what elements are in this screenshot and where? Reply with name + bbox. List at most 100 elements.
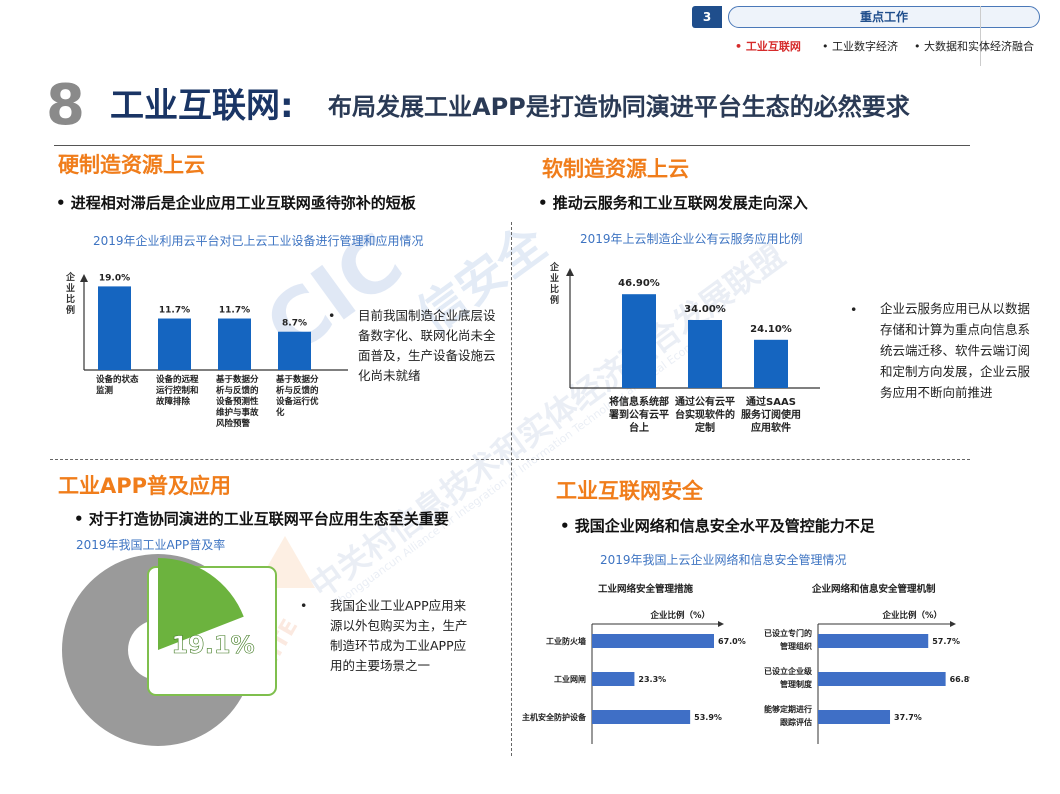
bar bbox=[818, 710, 891, 724]
chart-caption-security: 2019年我国上云企业网络和信息安全管理情况 bbox=[600, 553, 847, 567]
y-tick-label: 已设立企业级 bbox=[764, 666, 813, 676]
quadrant-bullet-hardware-cloud: • 进程相对滞后是企业应用工业互联网亟待弥补的短板 bbox=[56, 194, 416, 212]
y-tick-label: 管理制度 bbox=[780, 679, 813, 689]
pie-slice-app bbox=[158, 558, 244, 650]
bar-value-label: 34.00% bbox=[684, 304, 726, 315]
desc-software-cloud: 企业云服务应用已从以数据存储和计算为重点向信息系统云端迁移、软件云端订阅和定制方… bbox=[880, 301, 1031, 400]
x-tick-label: 故障排除 bbox=[156, 396, 191, 407]
desc-bullet-marker: • bbox=[300, 598, 308, 613]
subnav-item-digital-economy[interactable]: • 工业数字经济 bbox=[822, 40, 898, 53]
page-number-badge: 3 bbox=[692, 6, 722, 28]
quadrant-title-software-cloud: 软制造资源上云 bbox=[542, 157, 689, 181]
header-rule bbox=[54, 145, 970, 146]
quadrant-title-hardware-cloud: 硬制造资源上云 bbox=[58, 153, 205, 177]
quadrant-bullet-internet-security: • 我国企业网络和信息安全水平及管控能力不足 bbox=[560, 517, 875, 535]
bar-value-label: 66.8% bbox=[950, 675, 970, 684]
x-tick-label: 通过SAAS bbox=[746, 395, 796, 408]
quadrant-bullet-software-cloud: • 推动云服务和工业互联网发展走向深入 bbox=[538, 194, 808, 212]
y-tick-label: 工业防火墙 bbox=[546, 636, 586, 646]
y-tick-label: 管理组织 bbox=[780, 641, 812, 651]
x-tick-label: 化 bbox=[276, 407, 285, 418]
y-axis-label: 企 bbox=[549, 261, 560, 273]
quadrant-title-internet-security: 工业互联网安全 bbox=[556, 479, 703, 503]
y-axis-arrow bbox=[80, 274, 88, 282]
x-tick-label: 析与反馈的 bbox=[216, 385, 259, 396]
bar-value-label: 11.7% bbox=[219, 306, 250, 316]
chart-app-penetration: 19.1% bbox=[61, 554, 277, 746]
y-axis-label: 例 bbox=[66, 304, 75, 316]
chart-caption-equipment-cloud: 2019年企业利用云平台对已上云工业设备进行管理和应用情况 bbox=[93, 234, 424, 248]
bar bbox=[592, 672, 635, 686]
bar bbox=[818, 672, 946, 686]
x-tick-label: 维护与事故 bbox=[216, 407, 259, 418]
bar bbox=[98, 286, 131, 370]
x-tick-label: 基于数据分 bbox=[275, 374, 319, 385]
x-axis-label: 企业比例（%） bbox=[649, 610, 710, 621]
bar bbox=[158, 318, 191, 370]
section-title: 重点工作 bbox=[728, 6, 1040, 28]
top-divider bbox=[980, 6, 981, 66]
bar-value-label: 11.7% bbox=[159, 306, 190, 316]
y-axis-label: 比 bbox=[550, 283, 559, 295]
desc-hardware-cloud: 目前我国制造企业底层设备数字化、联网化尚未全面普及，生产设备设施云化尚未就绪 bbox=[358, 308, 496, 383]
y-tick-label: 能够定期进行 bbox=[764, 704, 812, 714]
bar bbox=[818, 634, 929, 648]
y-tick-label: 主机安全防护设备 bbox=[522, 712, 587, 722]
vertical-divider bbox=[511, 222, 512, 756]
slide-number: 8 bbox=[46, 73, 85, 138]
bar-value-label: 8.7% bbox=[282, 319, 307, 329]
y-axis-label: 例 bbox=[550, 294, 559, 306]
x-tick-label: 将信息系统部 bbox=[609, 395, 669, 408]
slide-title: 工业互联网: bbox=[110, 86, 294, 126]
x-axis-label: 企业比例（%） bbox=[881, 610, 942, 621]
desc-bullet-marker: • bbox=[328, 308, 336, 323]
x-tick-label: 监测 bbox=[96, 385, 114, 396]
x-tick-label: 通过公有云平 bbox=[675, 395, 735, 408]
bar bbox=[622, 294, 656, 388]
bar bbox=[592, 634, 714, 648]
x-tick-label: 运行控制和 bbox=[156, 385, 199, 396]
y-axis-label: 比 bbox=[66, 293, 75, 305]
y-tick-label: 跟踪评估 bbox=[780, 717, 812, 727]
y-tick-label: 工业网闸 bbox=[554, 674, 586, 684]
chart-caption-app-penetration: 2019年我国工业APP普及率 bbox=[76, 538, 226, 552]
y-axis-label: 企 bbox=[65, 271, 76, 283]
bar-value-label: 46.90% bbox=[618, 278, 660, 289]
x-tick-label: 设备运行优 bbox=[276, 396, 319, 407]
x-tick-label: 服务订阅使用 bbox=[741, 408, 801, 421]
x-tick-label: 署到公有云平 bbox=[608, 408, 669, 421]
bar-value-label: 53.9% bbox=[694, 713, 722, 722]
x-tick-label: 析与反馈的 bbox=[276, 385, 319, 396]
chart-title: 工业网络安全管理措施 bbox=[598, 583, 694, 595]
bar-value-label: 57.7% bbox=[932, 637, 960, 646]
chart-caption-public-cloud: 2019年上云制造企业公有云服务应用比例 bbox=[580, 232, 803, 246]
x-axis-arrow bbox=[950, 621, 956, 627]
bar-value-label: 37.7% bbox=[894, 713, 922, 722]
x-tick-label: 设备的状态 bbox=[96, 374, 139, 385]
x-tick-label: 应用软件 bbox=[751, 421, 791, 434]
desc-bullet-marker: • bbox=[850, 302, 858, 317]
x-axis-arrow bbox=[718, 621, 724, 627]
bar-value-label: 24.10% bbox=[750, 324, 792, 335]
slide-subtitle: 布局发展工业APP是打造协同演进平台生态的必然要求 bbox=[328, 93, 910, 121]
y-tick-label: 已设立专门的 bbox=[764, 628, 812, 638]
x-tick-label: 台实现软件的 bbox=[675, 408, 735, 421]
bar bbox=[592, 710, 691, 724]
subnav-item-big-data[interactable]: • 大数据和实体经济融合 bbox=[914, 40, 1034, 53]
bar bbox=[278, 331, 311, 370]
quadrant-bullet-industrial-app: • 对于打造协同演进的工业互联网平台应用生态至关重要 bbox=[74, 510, 449, 528]
x-tick-label: 风险预警 bbox=[216, 418, 251, 429]
bar bbox=[754, 339, 788, 388]
subnav-item-industrial-internet[interactable]: • 工业互联网 bbox=[735, 40, 801, 53]
x-tick-label: 台上 bbox=[629, 421, 649, 434]
chart-title: 企业网络和信息安全管理机制 bbox=[811, 583, 936, 595]
x-tick-label: 设备预测性 bbox=[216, 396, 259, 407]
pie-value-label: 19.1% bbox=[171, 631, 254, 659]
bar bbox=[688, 320, 722, 388]
y-axis-label: 业 bbox=[550, 272, 559, 284]
x-tick-label: 设备的远程 bbox=[156, 374, 199, 385]
